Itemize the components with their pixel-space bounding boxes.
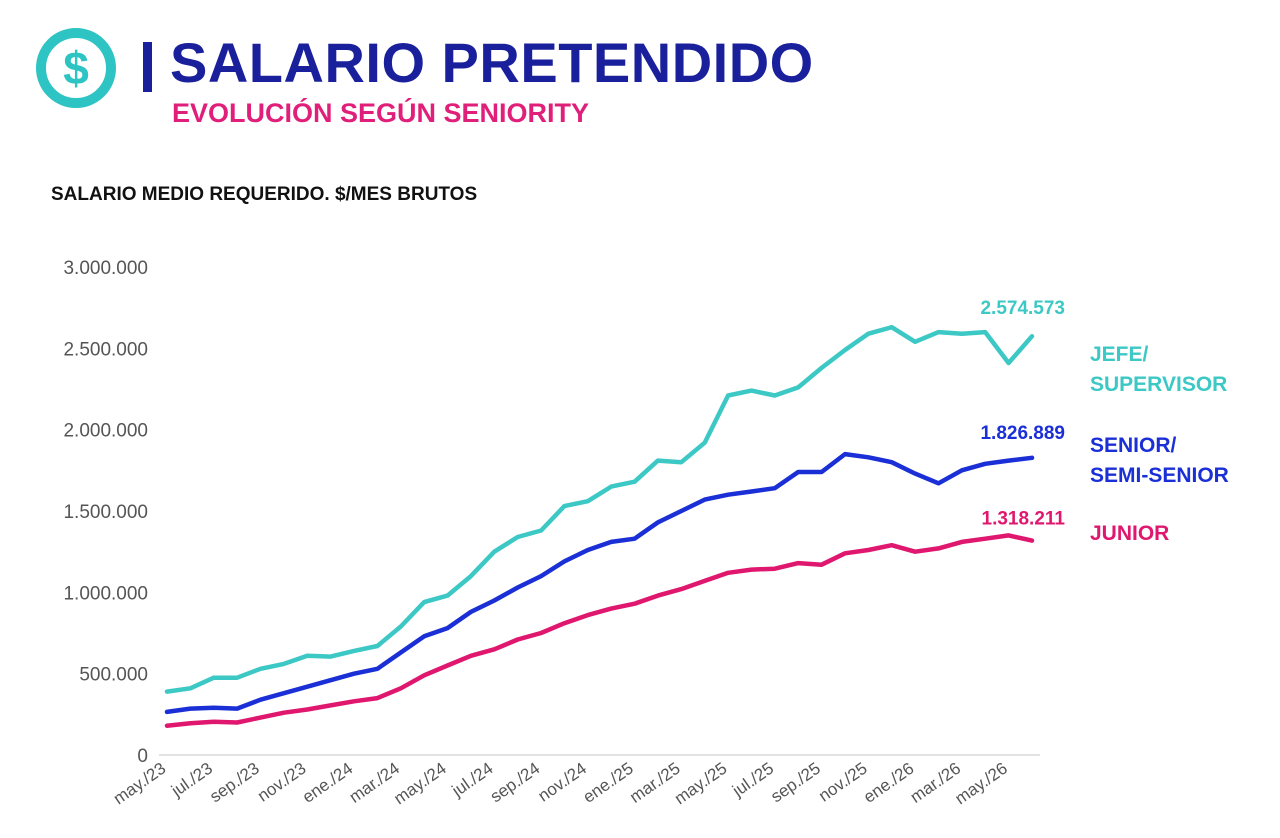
legend-senior: SENIOR/ SEMI-SENIOR [1090,431,1229,491]
series-line-2 [164,533,1035,728]
end-value-label: 1.318.211 [982,509,1066,530]
logo-ring [36,28,116,108]
series-line-1 [164,451,1035,715]
y-tick-label: 1.000.000 [63,583,148,604]
legend-senior-line2: SEMI-SENIOR [1090,464,1229,487]
x-tick-label: may./25 [671,759,730,809]
x-tick-label: sep./23 [206,759,263,807]
y-tick-label: 1.500.000 [63,502,148,523]
legend-junior-line1: JUNIOR [1090,522,1170,545]
y-tick-label: 0 [137,746,148,767]
y-tick-label: 2.500.000 [63,339,148,360]
y-tick-label: 3.000.000 [63,258,148,279]
x-tick-label: may./24 [390,759,449,809]
legend-junior: JUNIOR [1090,519,1169,549]
x-tick-label: nov./23 [254,759,310,806]
legend-jefe: JEFE/ SUPERVISOR [1090,340,1227,400]
x-tick-label: sep./25 [767,759,824,807]
title-divider [143,42,152,92]
end-value-label: 2.574.573 [980,298,1065,319]
page-subtitle: EVOLUCIÓN SEGÚN SENIORITY [172,98,590,128]
x-tick-label: sep./24 [487,759,544,807]
x-tick-label: may./26 [952,759,1011,809]
dollar-circle-icon: $ [36,28,116,108]
x-tick-label: ene./26 [860,759,917,807]
x-tick-label: ene./25 [579,759,636,807]
y-tick-label: 500.000 [79,665,148,686]
x-tick-label: nov./25 [815,759,871,806]
end-value-label: 1.826.889 [980,423,1065,444]
series-line-0 [164,324,1035,694]
y-tick-label: 2.000.000 [63,421,148,442]
legend-senior-line1: SENIOR/ [1090,434,1177,457]
legend-jefe-line2: SUPERVISOR [1090,373,1228,396]
dollar-sign: $ [63,42,89,94]
x-tick-label: ene./24 [299,759,356,807]
chart-title: SALARIO MEDIO REQUERIDO. $/MES BRUTOS [51,184,478,205]
x-tick-label: nov./24 [535,759,591,806]
page-title: SALARIO PRETENDIDO [170,31,814,94]
legend-jefe-line1: JEFE/ [1090,343,1149,366]
